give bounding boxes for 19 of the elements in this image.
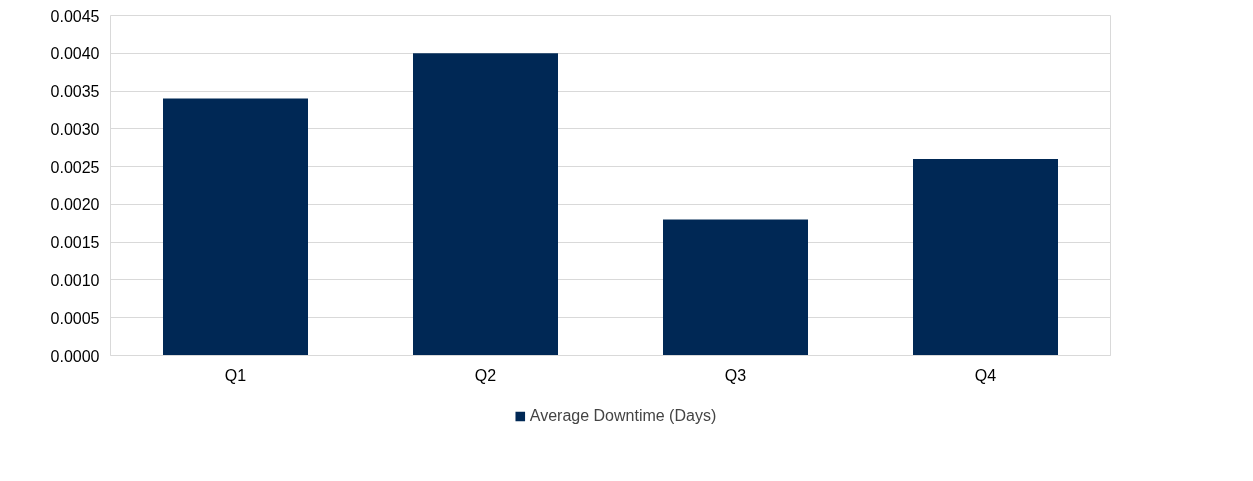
y-tick-label: 0.0040: [50, 45, 100, 63]
y-tick-label: 0.0015: [50, 234, 100, 252]
y-tick-label: 0.0000: [50, 347, 100, 365]
bar: [913, 159, 1058, 356]
x-tick-label: Q2: [474, 366, 497, 384]
bar: [663, 219, 808, 356]
y-tick-label: 0.0010: [50, 271, 100, 289]
y-tick-label: 0.0005: [50, 309, 100, 327]
y-tick-label: 0.0045: [50, 7, 100, 25]
bar: [163, 98, 308, 356]
y-tick-label: 0.0020: [50, 196, 100, 214]
y-tick-label: 0.0025: [50, 158, 100, 176]
x-tick-label: Q3: [724, 366, 747, 384]
y-tick-label: 0.0035: [50, 83, 100, 101]
x-tick-label: Q1: [224, 366, 247, 384]
y-tick-label: 0.0030: [50, 120, 100, 138]
x-tick-label: Q4: [974, 366, 997, 384]
bar: [413, 53, 558, 356]
legend-label: Average Downtime (Days): [529, 407, 717, 425]
